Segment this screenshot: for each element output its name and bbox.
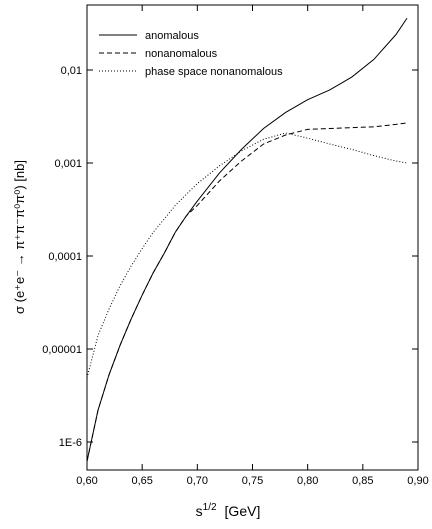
y-tick-label: 0,001 [54, 158, 82, 170]
legend-label: anomalous [145, 30, 199, 42]
x-label-unit: [GeV] [225, 503, 261, 519]
x-tick-label: 0,85 [352, 475, 373, 487]
x-tick-label: 0,80 [297, 475, 318, 487]
y-tick-label: 1E-6 [59, 437, 82, 449]
legend-label: phase space nonanomalous [145, 66, 283, 78]
y-tick-label: 0,00001 [42, 344, 82, 356]
y-tick-label: 0,0001 [48, 251, 82, 263]
x-tick-label: 0,65 [131, 475, 152, 487]
x-label-base: s [196, 503, 203, 519]
x-tick-label: 0,60 [76, 475, 97, 487]
legend-label: nonanomalous [145, 48, 218, 60]
series-line [87, 132, 408, 378]
series-line [87, 17, 408, 462]
plot-lines [87, 17, 408, 462]
x-axis-label: s1/2 [GeV] [196, 502, 261, 519]
x-label-sup: 1/2 [203, 502, 217, 513]
y-tick-label: 0,01 [61, 65, 82, 77]
series-line [87, 122, 408, 462]
x-tick-label: 0,75 [242, 475, 263, 487]
y-axis-label: σ (e⁺e⁻ → π⁺π⁻π⁰π⁰) [nb] [12, 160, 27, 314]
x-tick-label: 0,90 [407, 475, 428, 487]
x-tick-label: 0,70 [187, 475, 208, 487]
